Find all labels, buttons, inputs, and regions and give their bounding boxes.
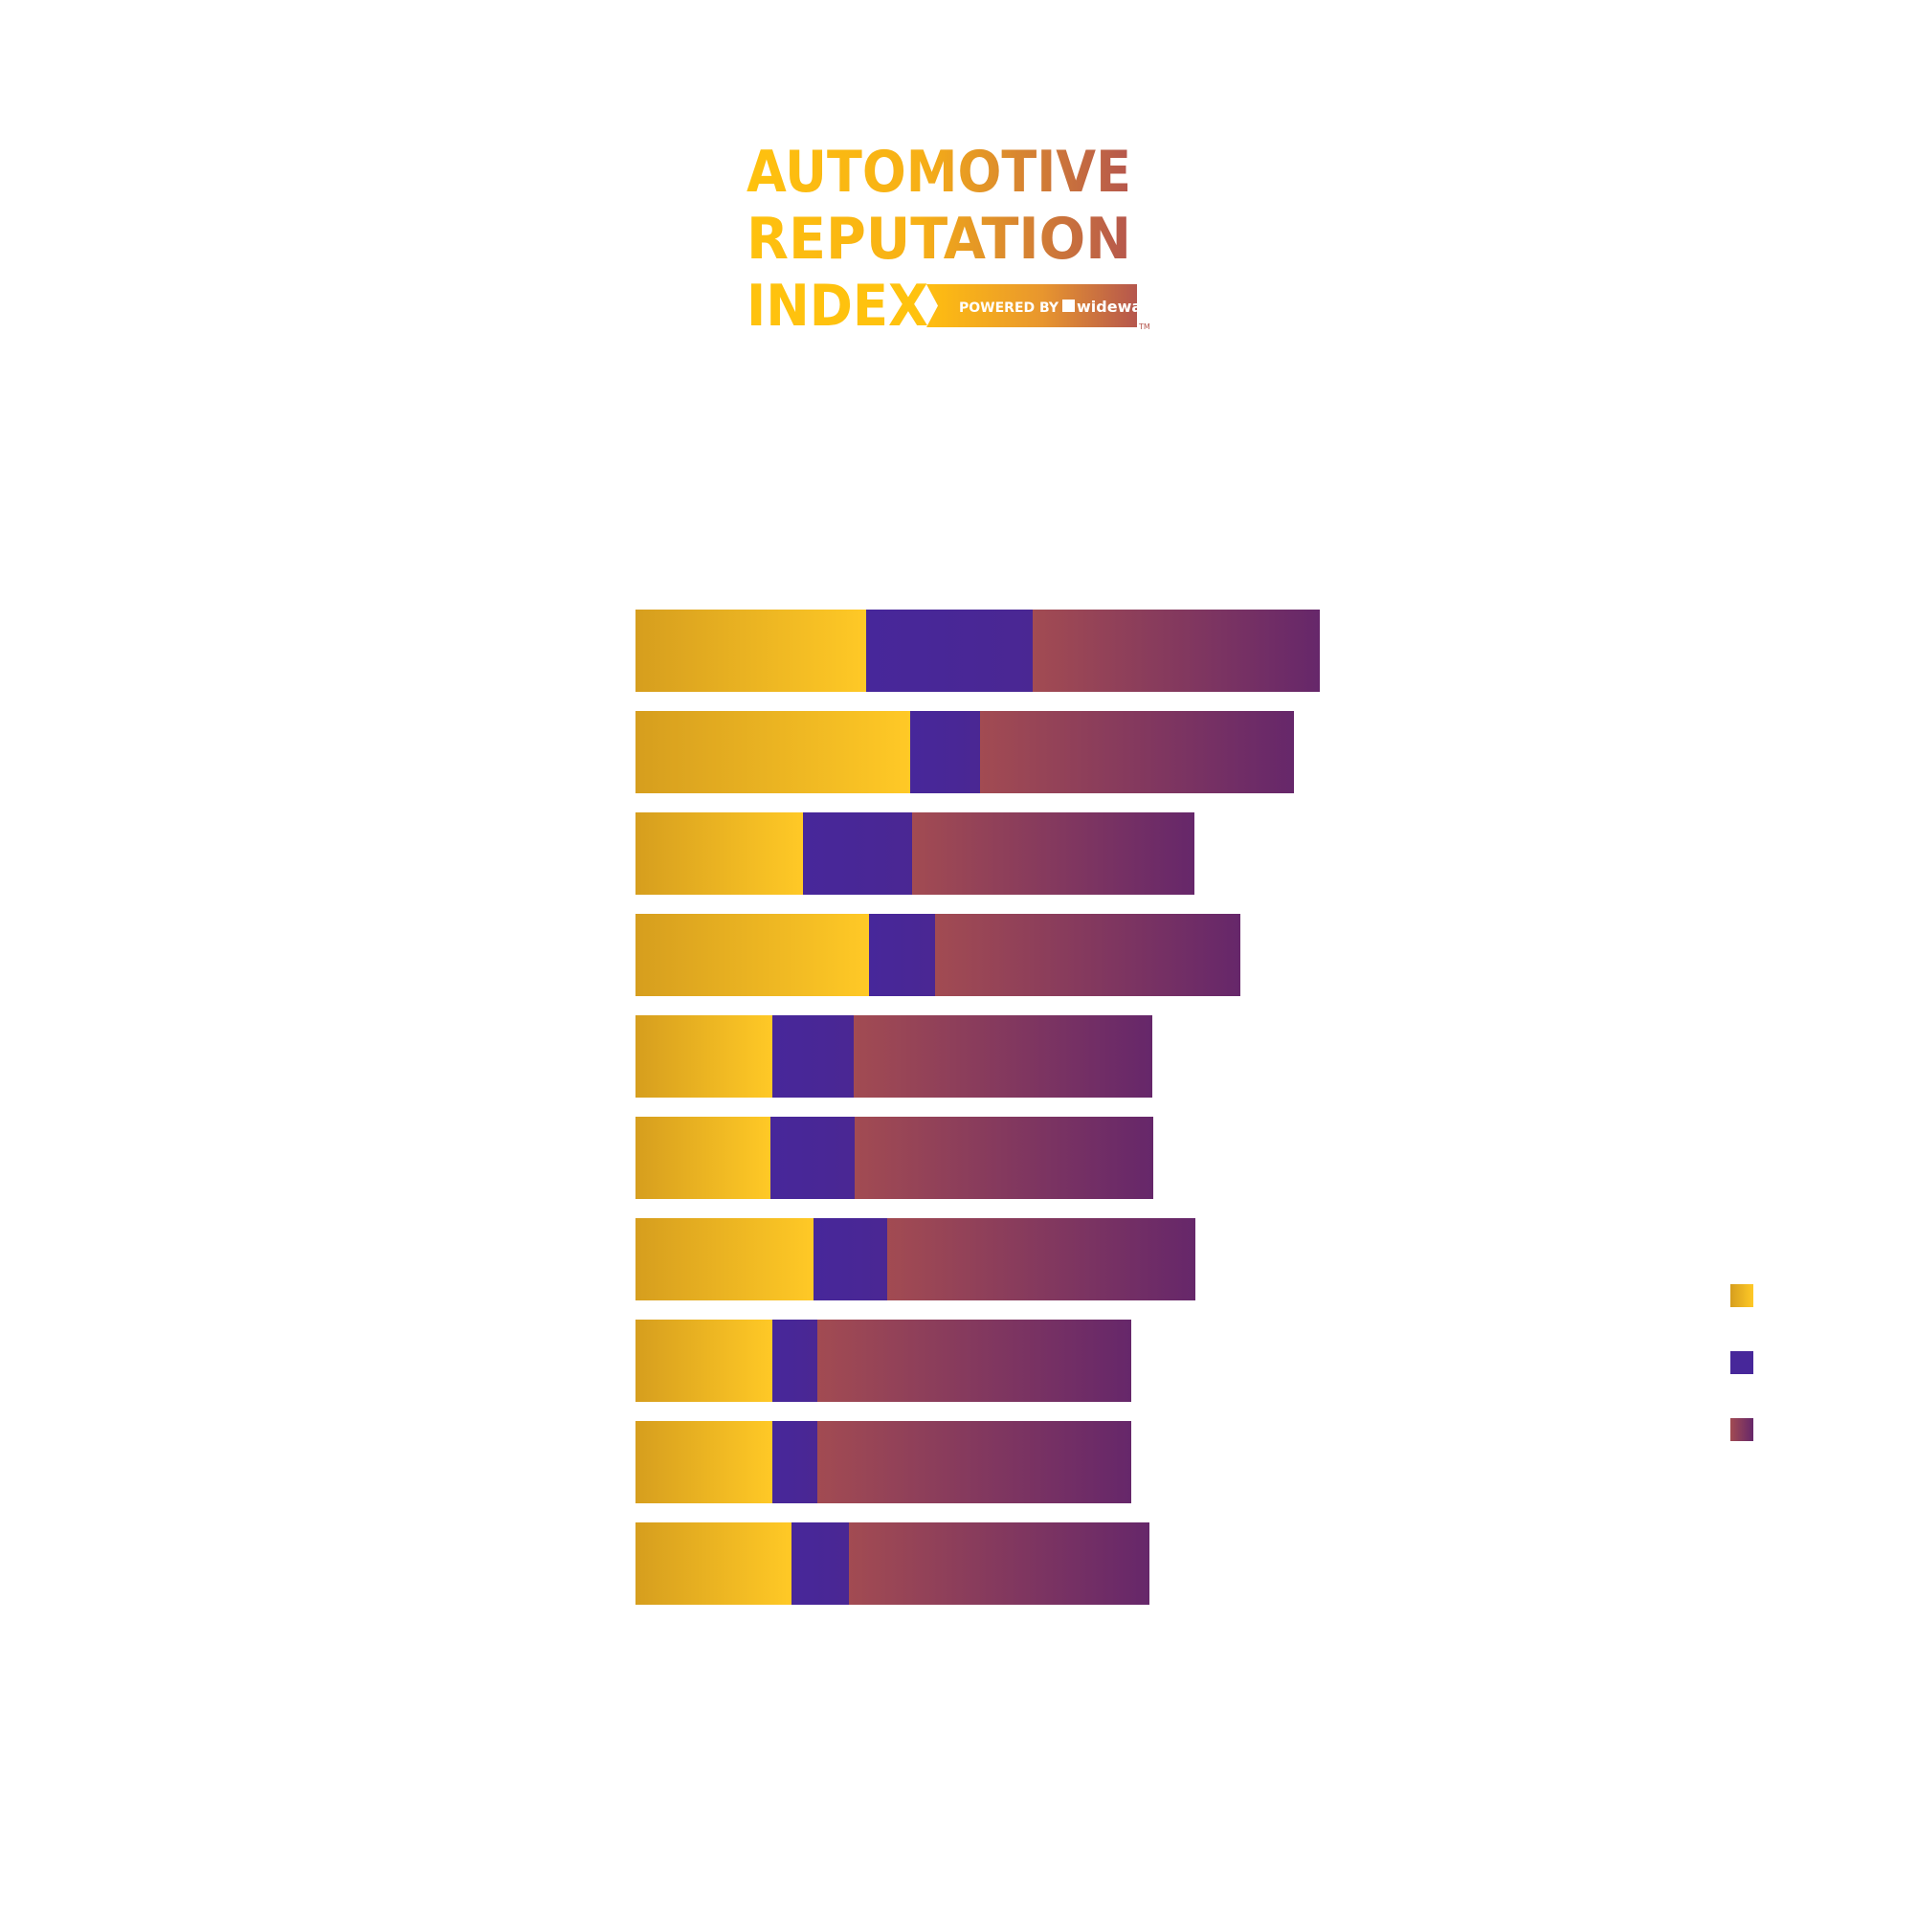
logo-line-index: INDEX [747, 273, 928, 340]
bar-segment-gold-row-6 [635, 1117, 770, 1199]
widewail-mark-icon [1062, 300, 1075, 312]
automotive-reputation-index-logo: AUTOMOTIVE REPUTATION INDEX POWERED BY w… [747, 139, 1152, 340]
bar-segment-maroon-row-4 [935, 914, 1240, 996]
bar-segment-indigo-row-1 [866, 610, 1033, 692]
badge-brand-label: widewail [1077, 298, 1152, 316]
bar-segment-gold-row-1 [635, 610, 866, 692]
trademark-mark: TM [1138, 322, 1150, 331]
bar-segment-indigo-row-6 [770, 1117, 855, 1199]
bar-segment-maroon-row-10 [849, 1522, 1149, 1605]
bar-segment-maroon-row-5 [854, 1015, 1152, 1098]
bar-segment-gold-row-3 [635, 812, 803, 895]
bar-segment-maroon-row-6 [855, 1117, 1153, 1199]
bar-segment-indigo-row-3 [803, 812, 912, 895]
bar-segment-maroon-row-7 [887, 1218, 1195, 1300]
bar-segment-indigo-row-10 [791, 1522, 849, 1605]
bar-segment-indigo-row-4 [869, 914, 935, 996]
bar-segment-gold-row-7 [635, 1218, 814, 1300]
bar-segment-maroon-row-9 [817, 1421, 1131, 1503]
bar-group [635, 610, 1320, 1605]
bar-segment-maroon-row-1 [1033, 610, 1320, 692]
bar-segment-maroon-row-2 [980, 711, 1294, 793]
legend-swatch-gold [1730, 1284, 1753, 1307]
bar-segment-indigo-row-5 [772, 1015, 854, 1098]
bar-segment-gold-row-9 [635, 1421, 772, 1503]
bar-segment-gold-row-2 [635, 711, 910, 793]
bar-segment-indigo-row-9 [772, 1421, 817, 1503]
bar-segment-gold-row-4 [635, 914, 869, 996]
logo-line-automotive: AUTOMOTIVE [747, 139, 1131, 206]
bar-segment-indigo-row-7 [814, 1218, 887, 1300]
legend [1730, 1284, 1753, 1441]
logo-line-reputation: REPUTATION [747, 206, 1131, 273]
badge-powered-by-label: POWERED BY [959, 300, 1059, 316]
legend-swatch-maroon [1730, 1418, 1753, 1441]
bar-segment-gold-row-10 [635, 1522, 791, 1605]
powered-by-badge [926, 284, 1137, 327]
bar-segment-maroon-row-3 [912, 812, 1194, 895]
bar-segment-gold-row-5 [635, 1015, 772, 1098]
bar-segment-indigo-row-2 [910, 711, 980, 793]
bar-segment-gold-row-8 [635, 1320, 772, 1402]
bar-segment-maroon-row-8 [817, 1320, 1131, 1402]
bar-segment-indigo-row-8 [772, 1320, 817, 1402]
legend-swatch-indigo [1730, 1351, 1753, 1374]
